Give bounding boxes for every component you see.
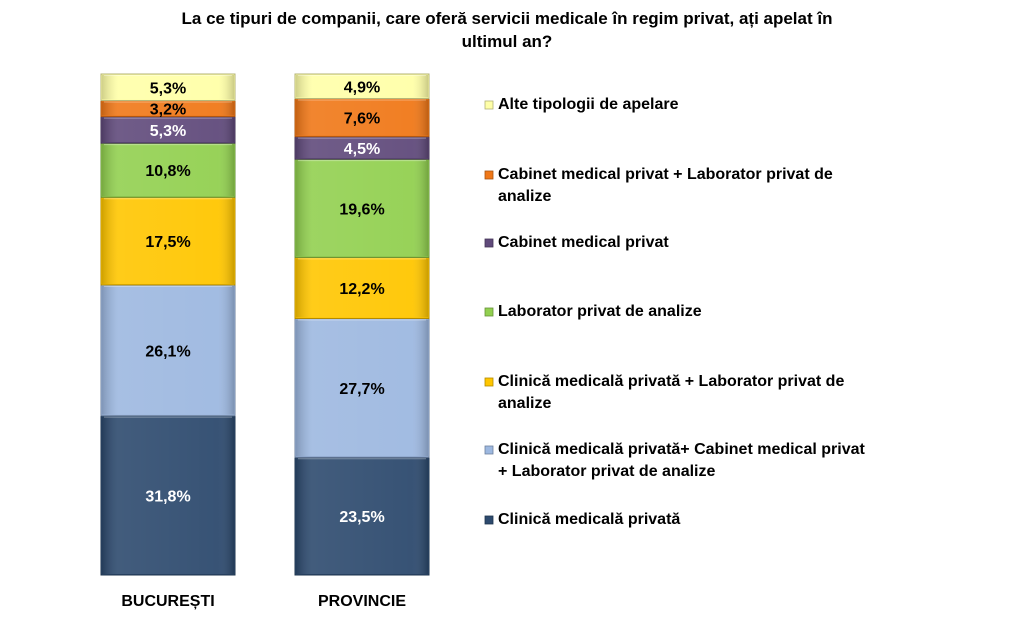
data-label: 19,6% (339, 201, 384, 218)
legend-swatch (484, 515, 494, 525)
legend-label: Cabinet medical privat (498, 234, 669, 251)
bar-segment: 7,6% (294, 98, 430, 138)
bar-segment-shade (102, 285, 234, 415)
bar-segment: 5,3% (100, 73, 236, 102)
legend-item: Clinică medicală privată (484, 511, 680, 528)
legend-item: Laborator privat de analize (484, 303, 702, 320)
bar-segment-shade (296, 137, 428, 159)
bar-segment-shade (296, 99, 428, 136)
bar-segment-shade (102, 101, 234, 116)
bar-segment-shade (296, 258, 428, 318)
data-label: 5,3% (150, 80, 186, 97)
bar-segment: 12,2% (294, 256, 430, 319)
bar-segment: 23,5% (294, 456, 430, 576)
legend-item: Clinică medicală privată+ Cabinet medica… (484, 441, 865, 480)
legend-label: analize (498, 395, 551, 412)
data-label: 27,7% (339, 381, 384, 398)
legend-label: Laborator privat de analize (498, 303, 702, 320)
bar-segment-shade (102, 198, 234, 284)
chart-title-line: La ce tipuri de companii, care oferă ser… (182, 9, 833, 28)
data-label: 31,8% (145, 488, 190, 505)
bar-segment-shade (102, 144, 234, 197)
legend-swatch (484, 377, 494, 387)
bar-column: 31,8% 26,1% 17,5% 10,8% 5,3% 3,2% 5,3% (100, 73, 236, 576)
legend-swatch (484, 170, 494, 180)
legend-item: Cabinet medical privat + Laborator priva… (484, 166, 833, 205)
bars: 31,8% 26,1% 17,5% 10,8% 5,3% 3,2% 5,3% BUCUREȘT… (100, 73, 430, 610)
bar-segment-shade (296, 319, 428, 457)
bar-segment: 10,8% (100, 142, 236, 198)
data-label: 17,5% (145, 234, 190, 251)
legend-label: Clinică medicală privată + Laborator pri… (498, 373, 844, 390)
bar-segment: 27,7% (294, 317, 430, 458)
x-tick-label: BUCUREȘTI (121, 593, 214, 610)
legend-label: Clinică medicală privată+ Cabinet medica… (498, 441, 865, 458)
bar-segment-shade (102, 75, 234, 100)
legend-swatch (484, 238, 494, 248)
chart-title: La ce tipuri de companii, care oferă ser… (182, 9, 833, 51)
data-label: 23,5% (339, 509, 384, 526)
bar-segment: 4,5% (294, 136, 430, 160)
data-label: 10,8% (145, 163, 190, 180)
bar-segment: 17,5% (100, 196, 236, 286)
data-label: 3,2% (150, 102, 186, 119)
data-label: 12,2% (339, 281, 384, 298)
bar-segment: 4,9% (294, 73, 430, 100)
bar-segment: 5,3% (100, 116, 236, 144)
bar-segment-shade (102, 416, 234, 574)
legend-label: + Laborator privat de analize (498, 463, 716, 480)
bar-segment: 26,1% (100, 284, 236, 417)
data-label: 26,1% (145, 343, 190, 360)
legend-swatch (484, 445, 494, 455)
bar-segment-shade (296, 458, 428, 574)
legend-swatch (484, 100, 494, 110)
legend-item: Alte tipologii de apelare (484, 96, 679, 113)
data-label: 5,3% (150, 123, 186, 140)
data-label: 4,5% (344, 141, 380, 158)
legend: Alte tipologii de apelare Cabinet medical… (484, 96, 865, 528)
legend-label: Cabinet medical privat + Laborator priva… (498, 166, 833, 183)
bar-segment-shade (296, 75, 428, 98)
bar-segment: 19,6% (294, 158, 430, 258)
legend-swatch (484, 307, 494, 317)
data-label: 7,6% (344, 111, 380, 128)
bar-segment-shade (296, 160, 428, 257)
bar-segment: 31,8% (100, 415, 236, 576)
legend-item: Cabinet medical privat (484, 234, 669, 251)
bar-segment-shade (102, 117, 234, 143)
x-tick-label: PROVINCIE (318, 593, 406, 610)
data-label: 4,9% (344, 79, 380, 96)
legend-label: analize (498, 188, 551, 205)
legend-label: Clinică medicală privată (498, 511, 680, 528)
legend-label: Alte tipologii de apelare (498, 96, 679, 113)
bar-column: 23,5% 27,7% 12,2% 19,6% 4,5% 7,6% 4,9% (294, 73, 430, 576)
bar-segment: 3,2% (100, 100, 236, 119)
legend-item: Clinică medicală privată + Laborator pri… (484, 373, 844, 412)
chart-title-line: ultimul an? (462, 32, 553, 51)
